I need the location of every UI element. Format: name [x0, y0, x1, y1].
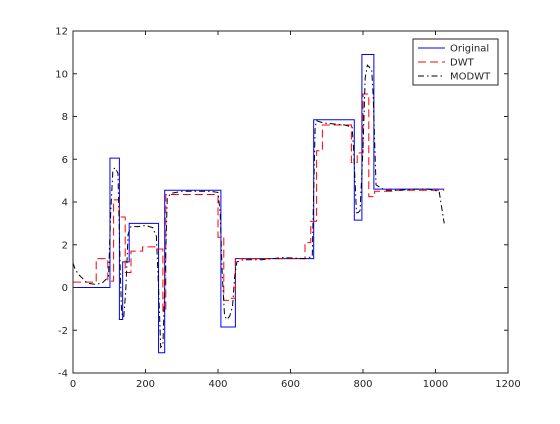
y-tick-label: 12: [55, 27, 68, 38]
axes-layer: 0 200 400 600 800 1000 1200 -4 -2 0 2 4 6 8 10 12: [55, 27, 520, 391]
legend-label: Original: [450, 44, 489, 55]
legend: Original DWT MODWT: [412, 38, 499, 86]
series-line-modwt: [72, 64, 445, 349]
series-line-original: [73, 54, 445, 354]
x-tick-label: 200: [136, 379, 155, 390]
y-tick-label: 0: [62, 283, 68, 294]
x-tick-label: 0: [70, 379, 76, 390]
y-tick-label: 2: [62, 240, 68, 251]
x-tick-label: 600: [281, 379, 300, 390]
y-tick-label: -4: [58, 369, 68, 380]
series-line-dwt: [73, 93, 445, 312]
y-tick-label: 8: [62, 112, 68, 123]
legend-label: DWT: [450, 58, 475, 69]
x-tick-label: 1200: [495, 379, 520, 390]
x-tick-label: 400: [208, 379, 227, 390]
y-tick-label: -2: [58, 326, 68, 337]
series-layer: [72, 54, 445, 354]
y-tick-label: 4: [62, 198, 68, 209]
y-tick-label: 6: [62, 155, 68, 166]
x-tick-label: 1000: [423, 379, 448, 390]
legend-box: [412, 38, 499, 86]
legend-label: MODWT: [450, 72, 491, 83]
plot-area: [73, 31, 508, 373]
y-tick-label: 10: [55, 69, 68, 80]
x-tick-label: 800: [353, 379, 372, 390]
